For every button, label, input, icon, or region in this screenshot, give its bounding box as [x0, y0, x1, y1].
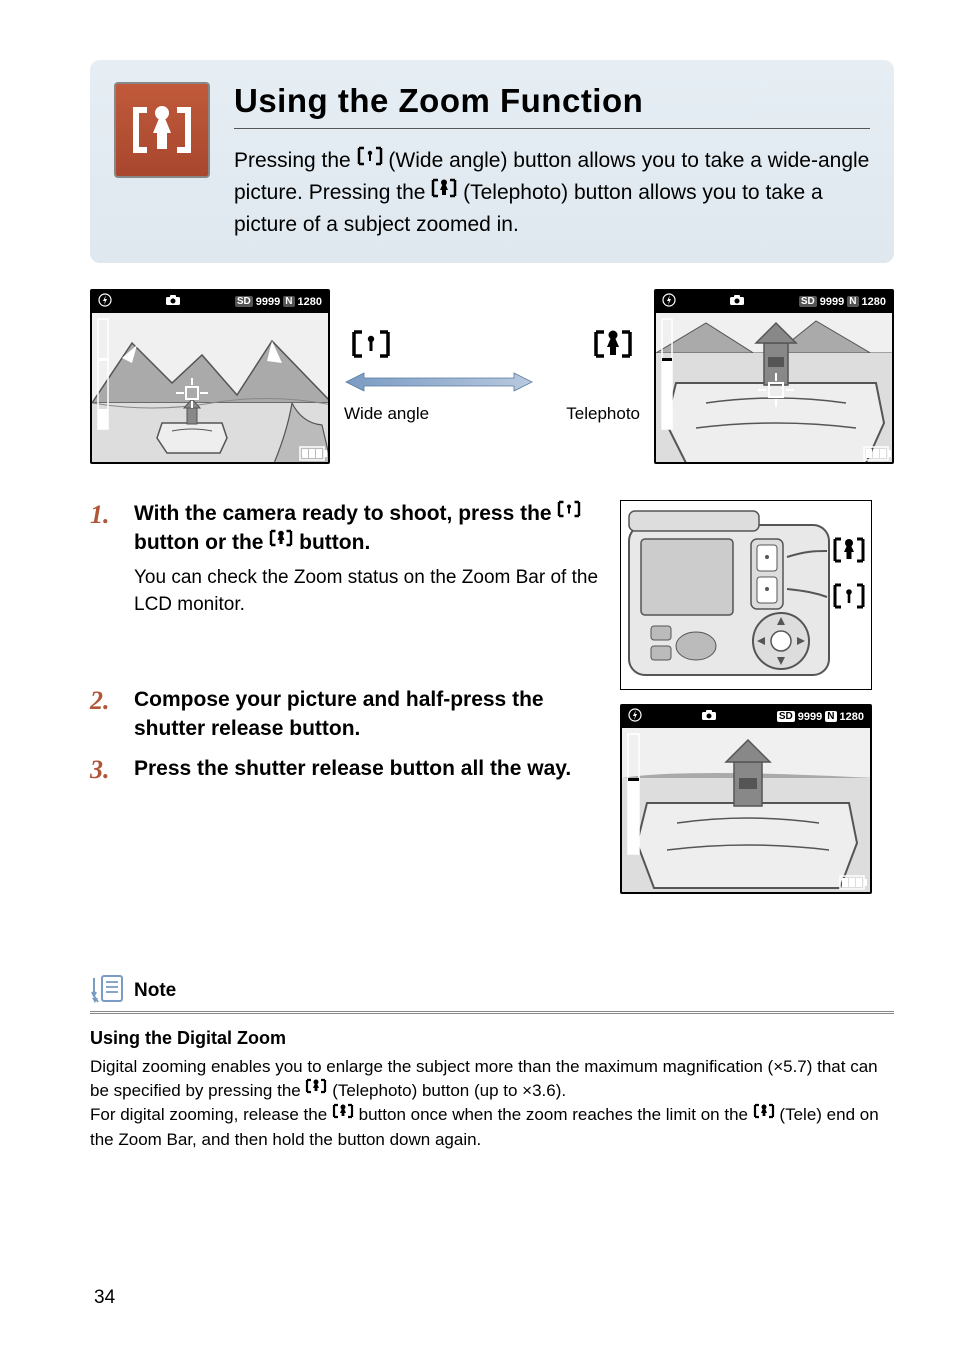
page-title: Using the Zoom Function: [234, 82, 870, 129]
scene-top-bar: SD 9999 N 1280: [622, 706, 870, 728]
flash-icon: [98, 293, 112, 310]
header-content: Using the Zoom Function Pressing the (Wi…: [234, 82, 870, 241]
note-section: Note Using the Digital Zoom Digital zoom…: [90, 974, 894, 1151]
camera-mode-icon: [165, 294, 181, 309]
telephoto-icon: [269, 527, 293, 555]
steps-section: 1. With the camera ready to shoot, press…: [90, 500, 894, 894]
flash-icon: [662, 293, 676, 310]
example-image-row: SD 9999 N 1280: [90, 289, 894, 464]
resolution: 1280: [840, 711, 864, 723]
page-number: 34: [94, 1287, 115, 1309]
step-1-title-a: With the camera ready to shoot, press th…: [134, 502, 557, 525]
counter: 9999: [798, 711, 822, 723]
camera-back-diagram: [620, 500, 872, 690]
counter: 9999: [820, 296, 844, 308]
telephoto-icon: [305, 1077, 327, 1101]
sd-badge: SD: [777, 711, 795, 722]
step-1-sub: You can check the Zoom status on the Zoo…: [134, 565, 600, 618]
step-1-title-c: button.: [293, 531, 370, 554]
zoom-direction-labels: Wide angle Telephoto: [344, 328, 640, 424]
camera-mode-icon: [701, 709, 717, 724]
note-heading: Note: [90, 974, 894, 1014]
header-body-part1: Pressing the: [234, 149, 357, 172]
wide-angle-label: Wide angle: [344, 404, 429, 424]
step-2-title: Compose your picture and half-press the …: [134, 686, 600, 743]
header-section: Using the Zoom Function Pressing the (Wi…: [90, 60, 894, 263]
note-body-b: (Telephoto) button (up to ×3.6).: [327, 1081, 566, 1100]
step-number: 2.: [90, 686, 120, 716]
sd-badge: SD: [799, 296, 817, 307]
note-label: Note: [134, 980, 176, 1002]
final-zoom-scene: [622, 728, 870, 892]
resolution: 1280: [862, 296, 886, 308]
note-subtitle: Using the Digital Zoom: [90, 1028, 894, 1049]
telephoto-scene: [656, 313, 892, 462]
camera-mode-icon: [729, 294, 745, 309]
telephoto-example: SD 9999 N 1280: [654, 289, 894, 464]
note-body-c: For digital zooming, release the: [90, 1105, 332, 1124]
step-number: 1.: [90, 500, 120, 530]
header-body: Pressing the (Wide angle) button allows …: [234, 145, 870, 241]
step-3: 3. Press the shutter release button all …: [90, 755, 600, 785]
header-telephoto-icon-box: [114, 82, 210, 178]
step-3-title: Press the shutter release button all the…: [134, 755, 600, 783]
note-icon: [90, 974, 124, 1009]
wide-angle-example: SD 9999 N 1280: [90, 289, 330, 464]
sd-badge: SD: [235, 296, 253, 307]
telephoto-label: Telephoto: [566, 404, 640, 424]
telephoto-icon: [753, 1102, 775, 1126]
n-badge: N: [825, 711, 836, 722]
wide-angle-scene: [92, 313, 328, 462]
step-number: 3.: [90, 755, 120, 785]
step-1: 1. With the camera ready to shoot, press…: [90, 500, 600, 618]
step-1-title: With the camera ready to shoot, press th…: [134, 500, 600, 557]
wide-angle-icon: [557, 498, 581, 526]
counter: 9999: [256, 296, 280, 308]
step-2: 2. Compose your picture and half-press t…: [90, 686, 600, 743]
bidirectional-arrow: [344, 371, 640, 398]
note-body: Digital zooming enables you to enlarge t…: [90, 1055, 894, 1151]
n-badge: N: [847, 296, 858, 307]
n-badge: N: [283, 296, 294, 307]
wide-angle-icon: [357, 144, 383, 176]
resolution: 1280: [298, 296, 322, 308]
telephoto-icon: [431, 176, 457, 208]
scene-top-bar: SD 9999 N 1280: [92, 291, 328, 313]
note-body-d: button once when the zoom reaches the li…: [354, 1105, 753, 1124]
wide-angle-icon: [350, 328, 392, 365]
telephoto-icon: [592, 328, 634, 365]
telephoto-icon: [332, 1102, 354, 1126]
scene-top-bar: SD 9999 N 1280: [656, 291, 892, 313]
flash-icon: [628, 708, 642, 725]
telephoto-icon: [131, 105, 193, 155]
final-zoom-example: SD 9999 N 1280: [620, 704, 872, 894]
step-1-title-b: button or the: [134, 531, 269, 554]
